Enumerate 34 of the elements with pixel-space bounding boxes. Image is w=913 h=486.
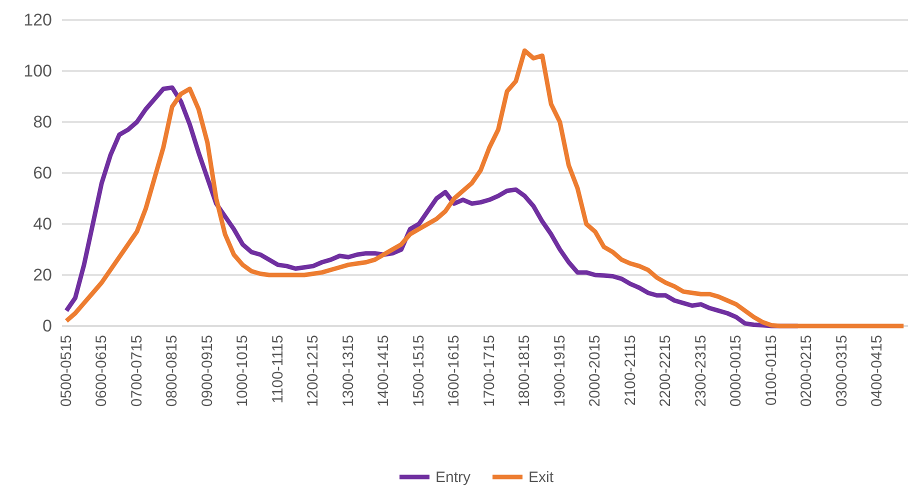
x-tick-label: 2100-2115 [622, 335, 639, 406]
x-tick-label: 0600-0615 [93, 335, 110, 407]
y-tick-label: 120 [24, 10, 52, 30]
x-tick-label: 1700-1715 [480, 335, 498, 407]
y-tick-label: 20 [33, 265, 52, 284]
x-tick-label: 0100-0115 [762, 335, 780, 406]
x-tick-label: 0800-0815 [164, 335, 181, 407]
y-tick-label: 100 [24, 61, 52, 80]
x-tick-label: 0300-0315 [833, 335, 850, 407]
y-tick-label: 80 [33, 112, 52, 132]
x-tick-label: 2300-2315 [692, 335, 710, 407]
x-tick-label: 1200-1215 [304, 335, 322, 407]
x-tick-label: 2200-2215 [657, 335, 674, 407]
legend-label: Exit [528, 469, 554, 486]
x-tick-label: 0500-0515 [58, 335, 75, 407]
line-series [64, 48, 906, 328]
y-tick-label: 60 [33, 163, 52, 182]
legend-label: Entry [435, 469, 471, 486]
x-tick-label: 1300-1315 [340, 335, 357, 407]
x-tick-label: 0400-0415 [868, 335, 886, 407]
x-tick-label: 0200-0215 [798, 335, 816, 407]
x-tick-label: 0700-0715 [128, 335, 146, 407]
x-tick-label: 1500-1515 [410, 335, 428, 407]
y-tick-label: 0 [42, 316, 52, 336]
x-tick-label: 1000-1015 [234, 335, 252, 407]
y-tick-label: 40 [33, 214, 52, 234]
x-tick-label: 1900-1915 [551, 335, 568, 407]
x-tick-label: 1100-1115 [269, 335, 286, 404]
x-tick-label: 2000-2015 [586, 335, 604, 407]
x-tick-label: 1400-1415 [375, 335, 392, 407]
x-tick-label: 0000-0015 [728, 335, 745, 407]
x-tick-label: 0900-0915 [198, 335, 216, 407]
x-tick-label: 1800-1815 [516, 335, 534, 407]
x-tick-label: 1600-1615 [446, 335, 463, 407]
